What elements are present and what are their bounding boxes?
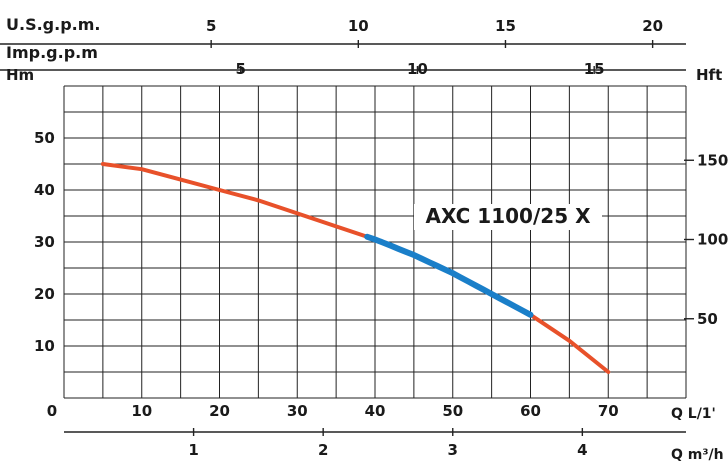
m3h-tick-label: 1 bbox=[188, 441, 198, 459]
y-left-tick-label: 40 bbox=[34, 181, 55, 199]
plot-grid bbox=[63, 85, 687, 399]
m3h-tick-label: 4 bbox=[577, 441, 587, 459]
x-bottom-tick-label: 40 bbox=[365, 402, 386, 420]
y-right-tick-label: 150 bbox=[697, 151, 728, 169]
usgpm-tick-label: 15 bbox=[495, 17, 516, 35]
y-right-tick-label: 100 bbox=[697, 231, 728, 249]
curve-label-background bbox=[414, 204, 602, 230]
best-efficiency-segment bbox=[364, 233, 534, 318]
impgpm-axis-label: Imp.g.p.m bbox=[6, 43, 98, 62]
impgpm-tick-label: 5 bbox=[236, 60, 246, 78]
x-bottom-tick-label: 10 bbox=[131, 402, 152, 420]
x-bottom-tick-label: 70 bbox=[598, 402, 619, 420]
x-bottom-tick-label: 0 bbox=[47, 402, 57, 420]
x-bottom-axis-label: Q L/1' bbox=[671, 406, 716, 422]
usgpm-tick-label: 5 bbox=[206, 17, 216, 35]
impgpm-tick-label: 15 bbox=[584, 60, 605, 78]
m3h-tick-label: 2 bbox=[318, 441, 328, 459]
pump-curve: AXC 1100/25 X bbox=[100, 162, 611, 374]
y-left-tick-label: 50 bbox=[34, 129, 55, 147]
y-right-tick-label: 50 bbox=[697, 310, 718, 328]
x-bottom-tick-label: 20 bbox=[209, 402, 230, 420]
axis-labels: 10 20 30 40 50 Hm 50 100 150 Hft 0 10 20 30 40 50 60 70 Q … bbox=[6, 15, 728, 463]
x-bottom-tick-label: 60 bbox=[520, 402, 541, 420]
y-left-tick-label: 20 bbox=[34, 285, 55, 303]
usgpm-tick-label: 20 bbox=[642, 17, 663, 35]
y-left-tick-label: 30 bbox=[34, 233, 55, 251]
y-left-axis-label: Hm bbox=[6, 66, 34, 84]
curve-label: AXC 1100/25 X bbox=[425, 204, 591, 228]
y-right-axis-label: Hft bbox=[696, 66, 722, 84]
impgpm-tick-label: 10 bbox=[407, 60, 428, 78]
x-bottom-tick-label: 50 bbox=[442, 402, 463, 420]
usgpm-tick-label: 10 bbox=[348, 17, 369, 35]
usgpm-axis-label: U.S.g.p.m. bbox=[6, 15, 100, 34]
m3h-axis-label: Q m³/h bbox=[671, 447, 724, 463]
axes-lines bbox=[0, 40, 694, 436]
x-bottom-tick-label: 30 bbox=[287, 402, 308, 420]
y-left-tick-label: 10 bbox=[34, 337, 55, 355]
m3h-tick-label: 3 bbox=[448, 441, 458, 459]
